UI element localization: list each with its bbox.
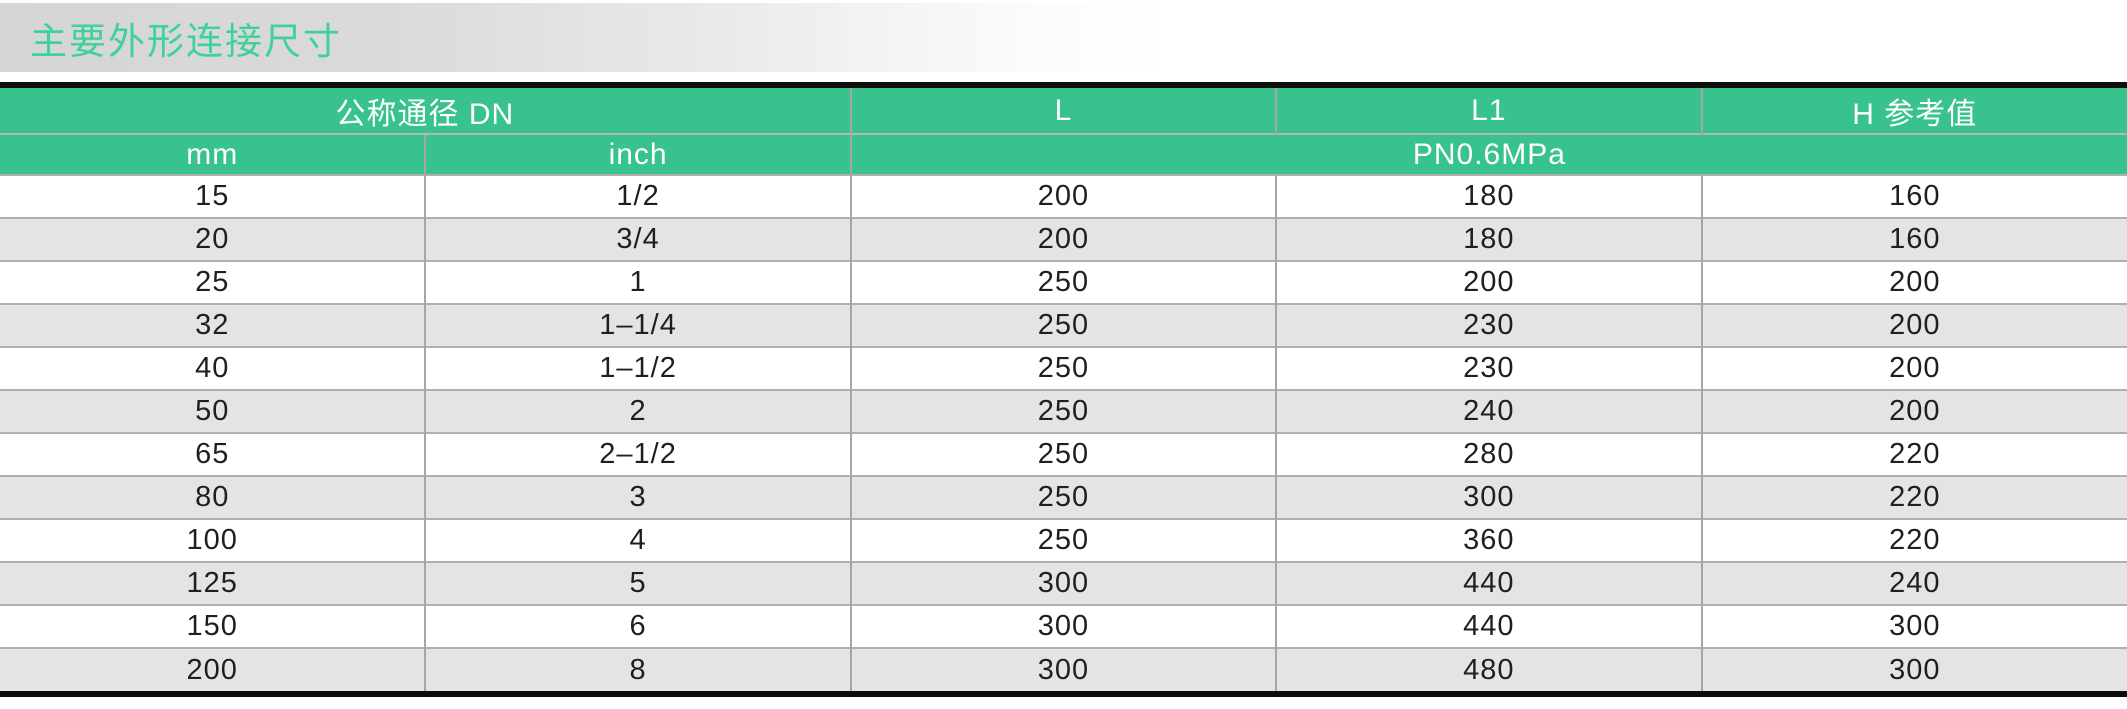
table-cell: 32 (0, 303, 426, 347)
table-row: 20 3/4 200 180 160 (0, 217, 2127, 261)
table-cell: 200 (1700, 346, 2127, 390)
page-title: 主要外形连接尺寸 (30, 20, 342, 62)
table-cell: 5 (424, 561, 851, 605)
table-cell: 50 (0, 389, 426, 433)
table-cell: 200 (1700, 303, 2127, 347)
table-cell: 300 (1700, 647, 2127, 691)
table-cell: 180 (1275, 217, 1702, 261)
table-cell: 250 (849, 303, 1277, 347)
table-cell: 2 (424, 389, 851, 433)
table-cell: 230 (1275, 346, 1702, 390)
table-cell: 1–1/2 (424, 346, 851, 390)
table-row: 15 1/2 200 180 160 (0, 174, 2127, 218)
table-cell: 15 (0, 174, 426, 218)
table-cell: 250 (849, 389, 1277, 433)
table-cell: 2–1/2 (424, 432, 851, 476)
table-cell: 80 (0, 475, 426, 519)
table-cell: 220 (1700, 475, 2127, 519)
table-row: 125 5 300 440 240 (0, 561, 2127, 605)
table-row: 25 1 250 200 200 (0, 260, 2127, 304)
title-band: 主要外形连接尺寸 (0, 3, 2127, 72)
table-cell: 40 (0, 346, 426, 390)
table-cell: 250 (849, 432, 1277, 476)
header-row-1: 公称通径 DN L L1 H 参考值 (0, 88, 2127, 134)
header-row-2: mm inch PN0.6MPa (0, 133, 2127, 175)
header-cell: L (849, 88, 1277, 134)
table-row: 50 2 250 240 200 (0, 389, 2127, 433)
table-cell: 25 (0, 260, 426, 304)
table-cell: 440 (1275, 561, 1702, 605)
table-cell: 360 (1275, 518, 1702, 562)
table-cell: 160 (1700, 217, 2127, 261)
table-row: 65 2–1/2 250 280 220 (0, 432, 2127, 476)
table-header: 公称通径 DN L L1 H 参考值 mm inch PN0.6MPa (0, 88, 2127, 175)
table-cell: 440 (1275, 604, 1702, 648)
table-row: 80 3 250 300 220 (0, 475, 2127, 519)
table-cell: 240 (1275, 389, 1702, 433)
table-cell: 250 (849, 260, 1277, 304)
table-cell: 6 (424, 604, 851, 648)
table-cell: 300 (849, 604, 1277, 648)
header-cell: inch (424, 133, 851, 175)
table-cell: 125 (0, 561, 426, 605)
header-cell: L1 (1275, 88, 1702, 134)
table-cell: 150 (0, 604, 426, 648)
table-cell: 8 (424, 647, 851, 691)
table-cell: 200 (1700, 389, 2127, 433)
table-row: 200 8 300 480 300 (0, 647, 2127, 691)
table-bottom-border (0, 691, 2127, 697)
table-cell: 3 (424, 475, 851, 519)
header-cell: mm (0, 133, 426, 175)
table-cell: 280 (1275, 432, 1702, 476)
table-cell: 200 (0, 647, 426, 691)
table-row: 150 6 300 440 300 (0, 604, 2127, 648)
table-cell: 180 (1275, 174, 1702, 218)
table-cell: 300 (1700, 604, 2127, 648)
table-cell: 100 (0, 518, 426, 562)
table-top-border (0, 82, 2127, 88)
table-cell: 250 (849, 518, 1277, 562)
table-cell: 250 (849, 475, 1277, 519)
table-row: 40 1–1/2 250 230 200 (0, 346, 2127, 390)
table-cell: 160 (1700, 174, 2127, 218)
table-cell: 220 (1700, 518, 2127, 562)
table-cell: 200 (1275, 260, 1702, 304)
table-cell: 200 (849, 174, 1277, 218)
table-cell: 300 (1275, 475, 1702, 519)
catalog-page-section: 主要外形连接尺寸 公称通径 DN L L1 H 参考值 mm inch PN0.6MPa 1… (0, 3, 2127, 709)
table-cell: 3/4 (424, 217, 851, 261)
table-cell: 4 (424, 518, 851, 562)
table-cell: 65 (0, 432, 426, 476)
table-cell: 1–1/4 (424, 303, 851, 347)
header-cell: H 参考值 (1700, 88, 2127, 134)
header-cell: 公称通径 DN (0, 88, 851, 134)
table-cell: 300 (849, 561, 1277, 605)
table-cell: 200 (1700, 260, 2127, 304)
table-body: 15 1/2 200 180 160 20 3/4 200 180 160 25 1 250 200 200… (0, 174, 2127, 691)
table-cell: 220 (1700, 432, 2127, 476)
table-row: 100 4 250 360 220 (0, 518, 2127, 562)
table-cell: 300 (849, 647, 1277, 691)
table-cell: 1/2 (424, 174, 851, 218)
table-cell: 480 (1275, 647, 1702, 691)
table-cell: 250 (849, 346, 1277, 390)
table-cell: 20 (0, 217, 426, 261)
table-cell: 1 (424, 260, 851, 304)
table-cell: 230 (1275, 303, 1702, 347)
header-cell: PN0.6MPa (849, 133, 2127, 175)
table-cell: 240 (1700, 561, 2127, 605)
dimensions-table: 公称通径 DN L L1 H 参考值 mm inch PN0.6MPa 15 1/2 200 18… (0, 88, 2127, 691)
table-row: 32 1–1/4 250 230 200 (0, 303, 2127, 347)
table-cell: 200 (849, 217, 1277, 261)
